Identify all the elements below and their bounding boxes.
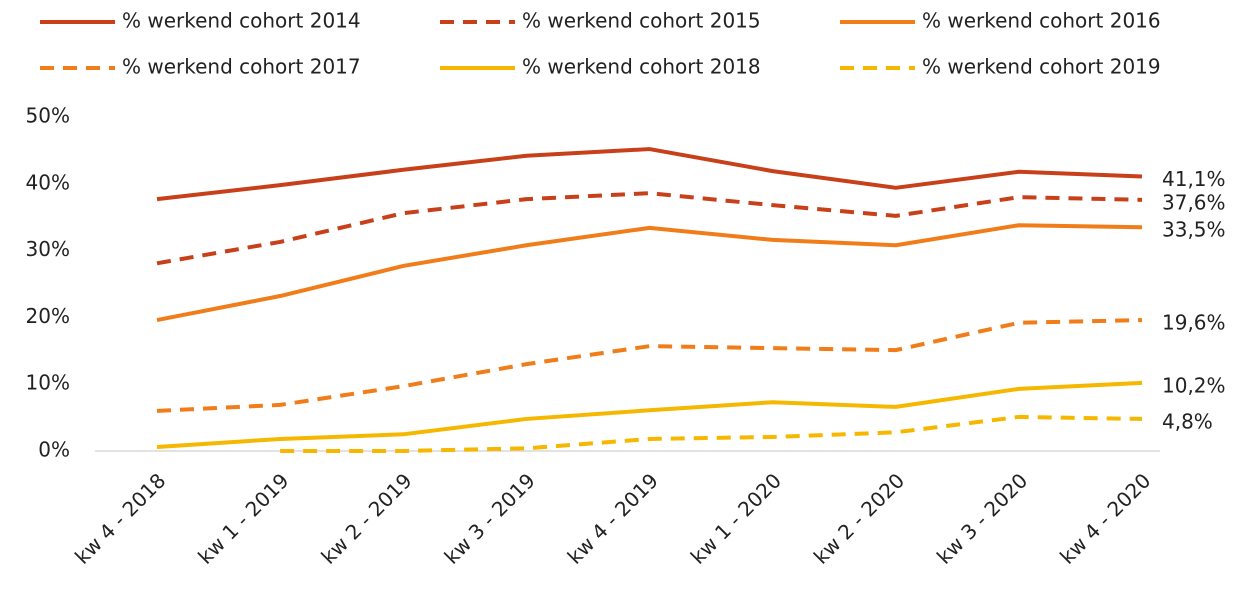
x-tick-label: kw 4 - 2018	[70, 468, 170, 568]
legend-label: % werkend cohort 2016	[922, 9, 1161, 33]
y-tick-label: 40%	[26, 170, 70, 194]
data-label: 10,2%	[1162, 373, 1226, 397]
legend-label: % werkend cohort 2017	[122, 55, 361, 79]
x-tick-label: kw 2 - 2019	[316, 468, 416, 568]
data-label: 41,1%	[1162, 167, 1226, 191]
y-tick-label: 0%	[38, 438, 70, 462]
data-label: 37,6%	[1162, 190, 1226, 214]
x-tick-label: kw 3 - 2020	[932, 468, 1032, 568]
series-line	[156, 318, 1143, 413]
data-label: 33,5%	[1162, 218, 1226, 242]
x-tick-label: kw 2 - 2020	[809, 468, 909, 568]
legend-label: % werkend cohort 2015	[522, 9, 761, 33]
y-tick-label: 10%	[26, 371, 70, 395]
y-tick-label: 50%	[26, 104, 70, 128]
legend-label: % werkend cohort 2014	[122, 9, 361, 33]
legend-label: % werkend cohort 2018	[522, 55, 761, 79]
y-tick-label: 20%	[26, 304, 70, 328]
x-tick-label: kw 4 - 2020	[1055, 468, 1155, 568]
series-line	[156, 147, 1143, 202]
data-label: 4,8%	[1162, 409, 1213, 433]
x-tick-label: kw 1 - 2019	[193, 468, 293, 568]
legend-label: % werkend cohort 2019	[922, 55, 1161, 79]
y-tick-label: 30%	[26, 237, 70, 261]
x-tick-label: kw 3 - 2019	[439, 468, 539, 568]
x-tick-label: kw 4 - 2019	[563, 468, 663, 568]
series-line	[156, 380, 1143, 449]
series-line	[156, 191, 1143, 266]
series-line	[156, 223, 1143, 323]
x-tick-label: kw 1 - 2020	[686, 468, 786, 568]
series-line	[280, 414, 1143, 453]
data-label: 19,6%	[1162, 311, 1226, 335]
